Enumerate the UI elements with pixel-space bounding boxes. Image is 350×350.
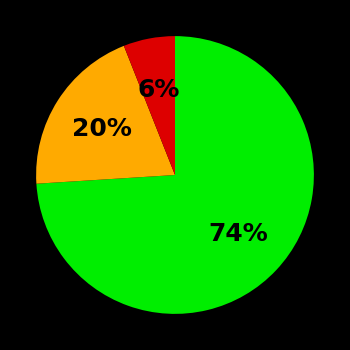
Text: 74%: 74% — [208, 222, 268, 246]
Wedge shape — [36, 36, 314, 314]
Text: 20%: 20% — [72, 117, 132, 141]
Wedge shape — [36, 46, 175, 184]
Wedge shape — [124, 36, 175, 175]
Text: 6%: 6% — [138, 78, 180, 103]
